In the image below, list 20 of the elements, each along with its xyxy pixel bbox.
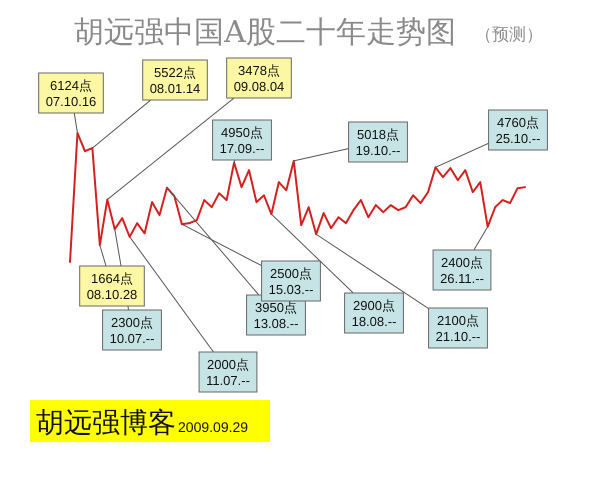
- annotation: 2000点 11.07.--: [198, 352, 258, 392]
- chart-title: 胡远强中国A股二十年走势图: [74, 15, 456, 50]
- annotation: 3478点 09.08.04: [226, 58, 292, 98]
- annotation: 4950点 17.09.--: [212, 120, 272, 160]
- footer: 胡远强博客 2009.09.29: [30, 400, 270, 442]
- annotation: 4760点 25.10.--: [488, 110, 548, 150]
- annotation: 4950点 17.09.--: [220, 125, 264, 156]
- annotation: 2900点 18.08.--: [344, 292, 404, 334]
- annotation: 5522点 08.01.14: [142, 60, 208, 100]
- annotation: 2400点 26.11.--: [440, 255, 484, 286]
- annotation: 5018点 19.10.--: [348, 122, 408, 162]
- annotation: 6124点 07.10.16: [38, 72, 104, 114]
- annotation: 1664点 08.10.28: [79, 266, 145, 306]
- annotation: 2100点 21.10.--: [428, 308, 488, 348]
- annotation: 2400点 26.11.--: [432, 250, 492, 290]
- annotation: 5018点 19.10.--: [356, 127, 400, 158]
- annotation: 2300点 10.07.--: [102, 310, 162, 350]
- annotation: 2500点 15.03.--: [261, 260, 321, 302]
- chart-subtitle: （预测）: [475, 25, 543, 45]
- annotation: 4760点 25.10.--: [496, 115, 540, 146]
